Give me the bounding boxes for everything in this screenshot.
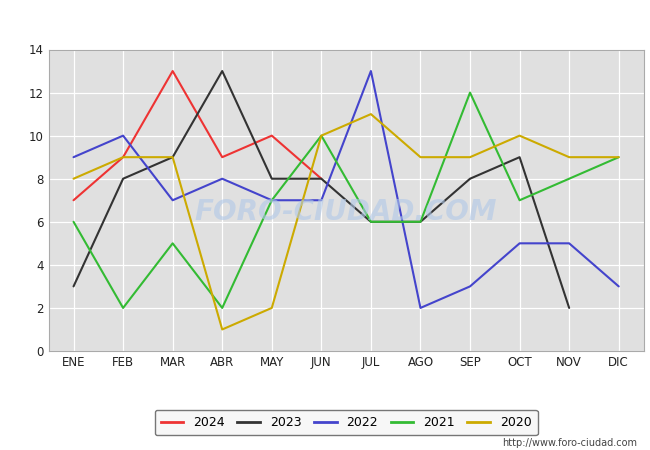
Text: http://www.foro-ciudad.com: http://www.foro-ciudad.com: [502, 438, 637, 448]
Text: FORO-CIUDAD.COM: FORO-CIUDAD.COM: [195, 198, 497, 226]
Text: Matriculaciones de Vehiculos en Malpartida de Plasencia: Matriculaciones de Vehiculos en Malparti…: [118, 13, 532, 28]
Legend: 2024, 2023, 2022, 2021, 2020: 2024, 2023, 2022, 2021, 2020: [155, 410, 538, 435]
